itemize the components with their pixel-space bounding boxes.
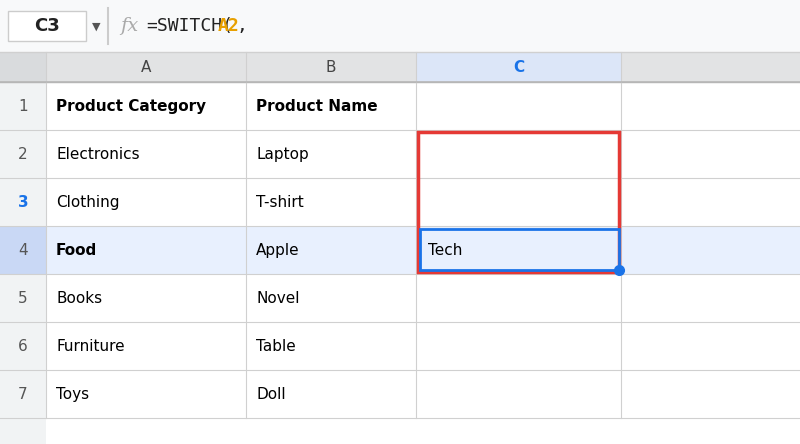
Text: Toys: Toys	[56, 386, 89, 401]
Text: Furniture: Furniture	[56, 338, 125, 353]
Bar	[0, 418, 46, 444]
Bar	[0, 52, 46, 82]
Bar	[0, 178, 46, 226]
Text: Electronics: Electronics	[56, 147, 140, 162]
Bar	[46, 226, 800, 274]
Bar	[0, 322, 46, 370]
Bar	[0, 52, 800, 444]
Bar	[0, 274, 46, 322]
Bar	[0, 226, 46, 274]
Text: Product Name: Product Name	[256, 99, 378, 114]
Bar	[46, 130, 800, 178]
Text: ▼: ▼	[92, 22, 100, 32]
Text: Table: Table	[256, 338, 296, 353]
Bar	[46, 370, 800, 418]
Text: Apple: Apple	[256, 242, 300, 258]
Bar	[246, 52, 416, 82]
Text: B: B	[326, 59, 336, 75]
Text: 2: 2	[18, 147, 28, 162]
Text: 6: 6	[18, 338, 28, 353]
Text: fx: fx	[120, 17, 138, 35]
Text: Food: Food	[56, 242, 98, 258]
Bar	[621, 52, 800, 82]
Bar	[0, 130, 46, 178]
Bar	[418, 132, 619, 272]
Text: ,: ,	[236, 17, 247, 35]
Text: T-shirt: T-shirt	[256, 194, 304, 210]
Text: Laptop: Laptop	[256, 147, 309, 162]
Bar	[0, 370, 46, 418]
Bar	[420, 229, 619, 270]
Bar	[416, 52, 621, 82]
Text: Product Category: Product Category	[56, 99, 206, 114]
Text: C3: C3	[34, 17, 60, 35]
Bar	[8, 11, 86, 41]
Bar	[46, 82, 800, 130]
Text: A: A	[141, 59, 151, 75]
Bar	[46, 322, 800, 370]
Bar	[46, 178, 800, 226]
Bar	[0, 82, 46, 130]
Text: Doll: Doll	[256, 386, 286, 401]
Text: 4: 4	[18, 242, 28, 258]
Bar	[46, 274, 800, 322]
Text: 7: 7	[18, 386, 28, 401]
Text: 1: 1	[18, 99, 28, 114]
Text: =SWITCH(: =SWITCH(	[146, 17, 233, 35]
Text: Clothing: Clothing	[56, 194, 119, 210]
Text: C: C	[513, 59, 524, 75]
Text: A2: A2	[218, 17, 240, 35]
Text: 5: 5	[18, 290, 28, 305]
Bar	[46, 52, 246, 82]
Text: Novel: Novel	[256, 290, 299, 305]
Bar	[46, 418, 800, 444]
Text: Tech: Tech	[428, 242, 462, 258]
Text: 3: 3	[18, 194, 28, 210]
Text: Books: Books	[56, 290, 102, 305]
Bar	[0, 0, 800, 52]
